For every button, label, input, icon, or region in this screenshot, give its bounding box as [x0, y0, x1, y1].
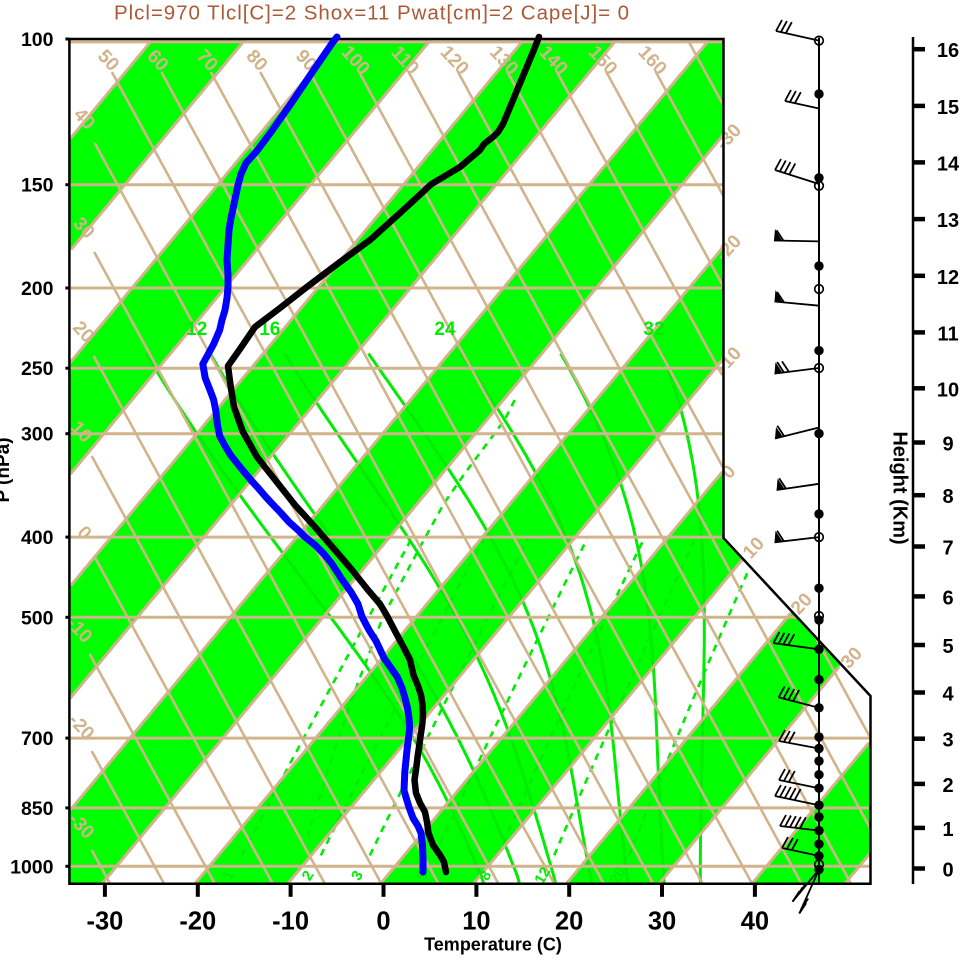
svg-text:10: 10 [937, 379, 959, 401]
svg-text:850: 850 [21, 798, 54, 820]
svg-text:2: 2 [942, 775, 953, 797]
svg-text:9: 9 [942, 434, 953, 456]
svg-text:30: 30 [648, 908, 676, 936]
svg-text:13: 13 [937, 210, 959, 232]
svg-text:40: 40 [741, 908, 769, 936]
svg-text:14: 14 [937, 153, 960, 175]
svg-text:Height (Km): Height (Km) [889, 431, 911, 544]
svg-text:200: 200 [21, 278, 54, 300]
svg-text:5: 5 [942, 636, 953, 658]
svg-text:Plcl=970 Tlcl[C]=2 Shox=11 Pwa: Plcl=970 Tlcl[C]=2 Shox=11 Pwat[cm]=2 Ca… [114, 2, 630, 25]
svg-text:150: 150 [21, 175, 54, 197]
svg-text:-30: -30 [86, 908, 123, 936]
svg-text:32: 32 [643, 319, 664, 340]
svg-text:16: 16 [937, 40, 959, 62]
svg-text:11: 11 [937, 323, 958, 345]
svg-text:16: 16 [259, 319, 280, 340]
svg-text:8: 8 [942, 486, 953, 508]
svg-text:100: 100 [21, 29, 54, 51]
svg-text:12: 12 [937, 267, 959, 289]
svg-text:P (hPa): P (hPa) [0, 437, 14, 502]
svg-text:15: 15 [937, 97, 959, 119]
svg-text:20: 20 [555, 908, 583, 936]
svg-text:4: 4 [942, 684, 954, 706]
svg-text:700: 700 [21, 728, 54, 750]
svg-text:-10: -10 [272, 908, 309, 936]
svg-text:0: 0 [376, 908, 390, 936]
svg-text:3: 3 [942, 730, 953, 752]
svg-text:20: 20 [606, 864, 629, 887]
svg-text:6: 6 [942, 587, 953, 609]
svg-text:-20: -20 [179, 908, 216, 936]
svg-text:24: 24 [434, 319, 456, 340]
svg-text:7: 7 [942, 538, 953, 560]
svg-text:0: 0 [942, 860, 953, 882]
svg-text:300: 300 [21, 424, 54, 446]
svg-text:1000: 1000 [10, 856, 54, 878]
svg-text:12: 12 [531, 864, 554, 887]
svg-text:Temperature (C): Temperature (C) [424, 935, 562, 955]
svg-text:12: 12 [186, 319, 207, 340]
svg-text:250: 250 [21, 358, 54, 380]
svg-text:500: 500 [21, 607, 54, 629]
svg-text:1: 1 [942, 819, 953, 841]
svg-text:400: 400 [21, 527, 54, 549]
svg-text:10: 10 [462, 908, 490, 936]
